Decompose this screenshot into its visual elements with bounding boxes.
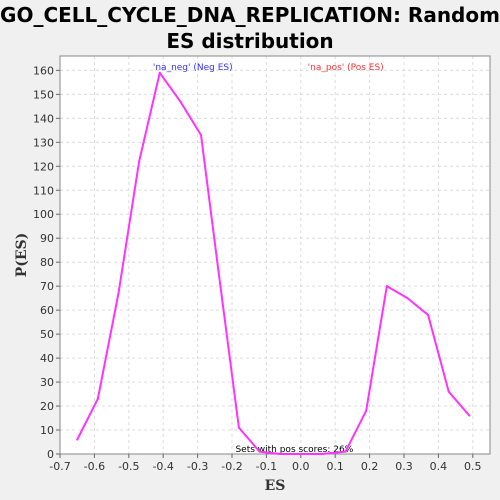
x-tick-label: -0.2 [221, 460, 242, 473]
legend-label: 'na_pos' (Pos ES) [308, 63, 384, 73]
y-tick-label: 30 [40, 376, 54, 389]
x-tick-label: -0.6 [84, 460, 105, 473]
data-point [76, 438, 79, 441]
x-tick-label: 0.1 [326, 460, 344, 473]
data-point [258, 450, 261, 453]
y-tick-label: 120 [33, 160, 54, 173]
x-tick-label: -0.1 [256, 460, 277, 473]
x-tick-label: -0.3 [187, 460, 208, 473]
annotation-text: Sets with pos scores: 26% [235, 445, 353, 455]
x-tick-label: -0.5 [118, 460, 139, 473]
data-point [299, 453, 302, 455]
y-tick-label: 80 [40, 256, 54, 269]
x-tick-label: -0.7 [49, 460, 70, 473]
y-tick-label: 100 [33, 208, 54, 221]
data-point [427, 313, 430, 316]
data-point [385, 285, 388, 288]
y-tick-label: 150 [33, 88, 54, 101]
chart-title-line-2: ES distribution [166, 29, 334, 53]
chart-title: GO_CELL_CYCLE_DNA_REPLICATION: Random ES… [0, 2, 500, 54]
x-tick-label: 0.3 [395, 460, 413, 473]
y-tick-label: 140 [33, 112, 54, 125]
data-point [365, 409, 368, 412]
data-point [158, 71, 161, 74]
y-tick-label: 40 [40, 352, 54, 365]
data-point [237, 426, 240, 429]
data-point [96, 397, 99, 400]
y-tick-label: 70 [40, 280, 54, 293]
plot-background [60, 56, 490, 454]
y-tick-label: 20 [40, 400, 54, 413]
y-tick-label: 110 [33, 184, 54, 197]
y-tick-label: 160 [33, 64, 54, 77]
x-tick-label: 0.2 [361, 460, 379, 473]
data-point [320, 453, 323, 455]
data-point [406, 297, 409, 300]
y-tick-label: 60 [40, 304, 54, 317]
x-tick-label: 0.5 [464, 460, 482, 473]
legend-label: 'na_neg' (Neg ES) [153, 63, 233, 73]
y-tick-label: 10 [40, 424, 54, 437]
y-tick-label: 90 [40, 232, 54, 245]
y-tick-label: 130 [33, 136, 54, 149]
data-point [468, 414, 471, 417]
data-point [217, 268, 220, 271]
x-axis-title: ES [265, 478, 286, 494]
data-point [138, 160, 141, 163]
data-point [279, 453, 282, 455]
y-tick-label: 0 [47, 448, 54, 461]
data-point [344, 450, 347, 453]
data-point [179, 100, 182, 103]
data-point [447, 390, 450, 393]
series-line [76, 71, 471, 455]
y-tick-label: 50 [40, 328, 54, 341]
y-axis-title: P(ES) [14, 233, 30, 278]
chart-title-line-1: GO_CELL_CYCLE_DNA_REPLICATION: Random [0, 3, 500, 27]
data-point [117, 292, 120, 295]
x-tick-label: -0.4 [152, 460, 173, 473]
data-point [200, 134, 203, 137]
x-tick-label: 0.0 [292, 460, 310, 473]
x-tick-label: 0.4 [430, 460, 448, 473]
